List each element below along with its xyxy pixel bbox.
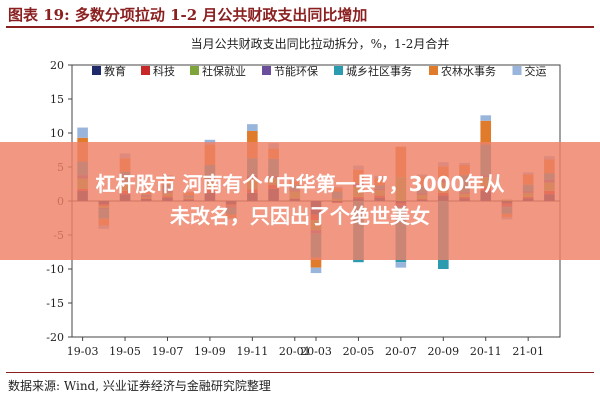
bar-segment [77,127,88,138]
legend-label: 城乡社区事务 [346,64,412,78]
bar-segment [310,257,322,268]
source-rule [6,372,594,373]
legend-label: 教育 [104,64,126,78]
legend-label: 交运 [525,64,547,78]
overlay-banner[interactable] [0,142,600,260]
x-tick-label: 20-11 [470,345,502,358]
overlay-banner-text[interactable]: 杠杆股市 河南有个“中华第一县”，3000年从 未改名，只因出了个绝世美女 [0,168,600,232]
legend-label: 科技 [153,64,175,78]
x-tick-label: 20-03 [300,345,332,358]
bar-segment [310,267,322,274]
legend-swatch [334,66,343,75]
legend-swatch [92,66,101,75]
y-tick-label: -15 [46,297,64,310]
legend-label: 社保就业 [202,64,246,78]
legend-swatch [190,66,199,75]
bar-segment [395,262,407,268]
x-tick-label: 20-09 [427,345,459,358]
x-tick-label: 19-03 [67,345,99,358]
y-tick-label: 10 [50,127,64,140]
y-tick-label: -20 [46,331,64,344]
x-tick-label: 20-05 [343,345,375,358]
x-tick-label: 19-07 [152,345,184,358]
legend-label: 节能环保 [274,64,318,78]
y-tick-label: -10 [46,263,64,276]
chart-title: 当月公共财政支出同比拉动拆分，%，1-2月合并 [191,36,450,51]
legend-swatch [512,66,522,75]
y-tick-label: 20 [50,59,64,72]
x-tick-label: 20-07 [385,345,417,358]
bar-segment [480,115,492,121]
legend-swatch [262,66,271,75]
title-rule [6,26,594,28]
legend: 教育 科技 社保就业 节能环保 城乡社区事务 农林水事务 交运 [92,64,547,78]
x-tick-label: 19-11 [236,345,268,358]
legend-label: 农林水事务 [441,64,496,78]
legend-swatch [429,66,438,75]
x-tick-label: 20-01 [279,345,311,358]
bar-segment [247,124,258,131]
figure-title: 图表 19: 多数分项拉动 1-2 月公共财政支出同比增加 [8,6,368,24]
source-note: 数据来源: Wind, 兴业证券经济与金融研究院整理 [8,379,271,393]
legend-swatch [141,66,150,75]
bar-segment [480,120,492,145]
x-tick-label: 19-09 [194,345,226,358]
y-tick-label: 15 [50,93,64,106]
x-tick-label: 21-01 [512,345,544,358]
banner-line-2: 未改名，只因出了个绝世美女 [170,204,430,228]
banner-line-1: 杠杆股市 河南有个“中华第一县”，3000年从 [95,172,505,196]
x-tick-label: 19-05 [109,345,141,358]
